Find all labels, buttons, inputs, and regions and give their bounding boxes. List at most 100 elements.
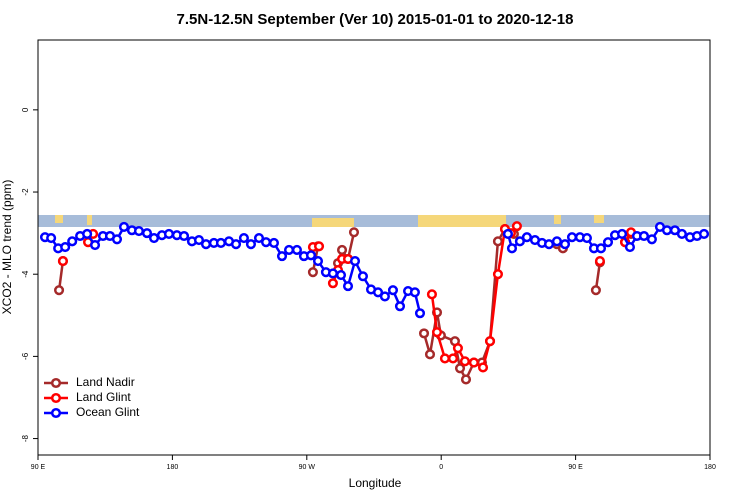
data-point [602,237,614,248]
data-point [60,242,71,253]
data-point [484,336,496,347]
data-point [414,308,426,319]
data-point [82,228,93,239]
legend-swatch-marker [50,407,62,419]
data-point [111,234,123,245]
plot-frame [37,39,711,456]
data-point [511,221,522,232]
data-point [698,228,710,239]
data-point [506,243,518,254]
data-point [291,244,302,256]
land-patch [418,215,506,227]
data-point [372,287,384,298]
data-point [447,353,459,364]
data-point [118,221,130,233]
data-point [638,230,650,242]
data-point [460,374,472,385]
chart-title: 7.5N-12.5N September (Ver 10) 2015-01-01… [177,11,574,28]
data-point [551,236,562,247]
data-point [492,236,503,247]
data-point [426,289,437,300]
data-point [379,291,390,302]
data-point [581,232,592,244]
data-point [193,235,205,246]
data-point [178,230,190,242]
x-tick-label: 180 [167,464,179,471]
x-tick-label: 90 E [568,464,583,471]
data-point [54,285,65,296]
data-point [543,239,555,250]
y-tick-label: -8 [21,434,30,442]
data-point [424,349,436,360]
data-point [276,251,288,262]
data-point [305,250,317,261]
data-point [141,228,153,239]
data-point [133,226,144,237]
data-point [676,228,687,239]
data-point [590,285,601,296]
data-point [387,285,399,296]
data-point [431,327,443,338]
data-point [661,225,673,236]
data-point [521,232,532,243]
data-point [245,239,256,250]
data-point [502,228,514,239]
y-tick-label: -6 [21,352,30,360]
legend-swatch-marker [50,392,62,404]
data-point [327,278,338,289]
y-tick-label: -4 [21,270,30,278]
data-point [418,328,430,339]
data-point [566,232,578,243]
y-tick-label: -2 [21,188,30,196]
data-point [559,239,571,250]
land-patch [55,215,63,223]
legend-swatch-marker [50,377,62,389]
data-point [312,256,324,267]
land-patch [312,218,354,227]
data-point [357,271,368,282]
data-point [394,301,406,312]
data-point [616,228,628,239]
y-tick-label: 0 [21,107,30,112]
x-axis-label: Longitude [349,476,402,490]
data-point [349,256,361,267]
ocean-band [38,215,710,227]
legend-label: Land Glint [76,390,131,404]
data-point [67,236,78,247]
data-point [335,269,347,281]
data-point [468,357,479,368]
data-point [594,256,605,267]
data-point [148,232,160,244]
data-point [46,232,57,244]
data-point [342,281,354,292]
data-point [646,234,657,245]
data-point [313,241,325,252]
map-strip [38,215,710,227]
plot-area [39,221,710,385]
data-point [348,227,360,238]
data-point [57,256,68,267]
data-point [439,353,450,364]
data-point [336,244,348,256]
data-point [253,232,265,244]
legend-label: Land Nadir [76,375,135,389]
data-point [260,237,272,248]
data-point [163,228,175,239]
data-point [215,237,226,249]
data-point [307,267,318,278]
data-point [595,243,607,254]
data-point [230,239,242,250]
data-point [492,269,503,280]
data-point [327,268,338,279]
data-point [477,362,489,373]
y-axis-label: XCO2 - MLO trend (ppm) [0,180,14,315]
data-point [459,356,470,367]
data-point [624,242,636,253]
data-point [238,232,249,244]
x-tick-label: 0 [439,464,443,471]
data-point [452,343,463,354]
data-point [268,237,279,249]
